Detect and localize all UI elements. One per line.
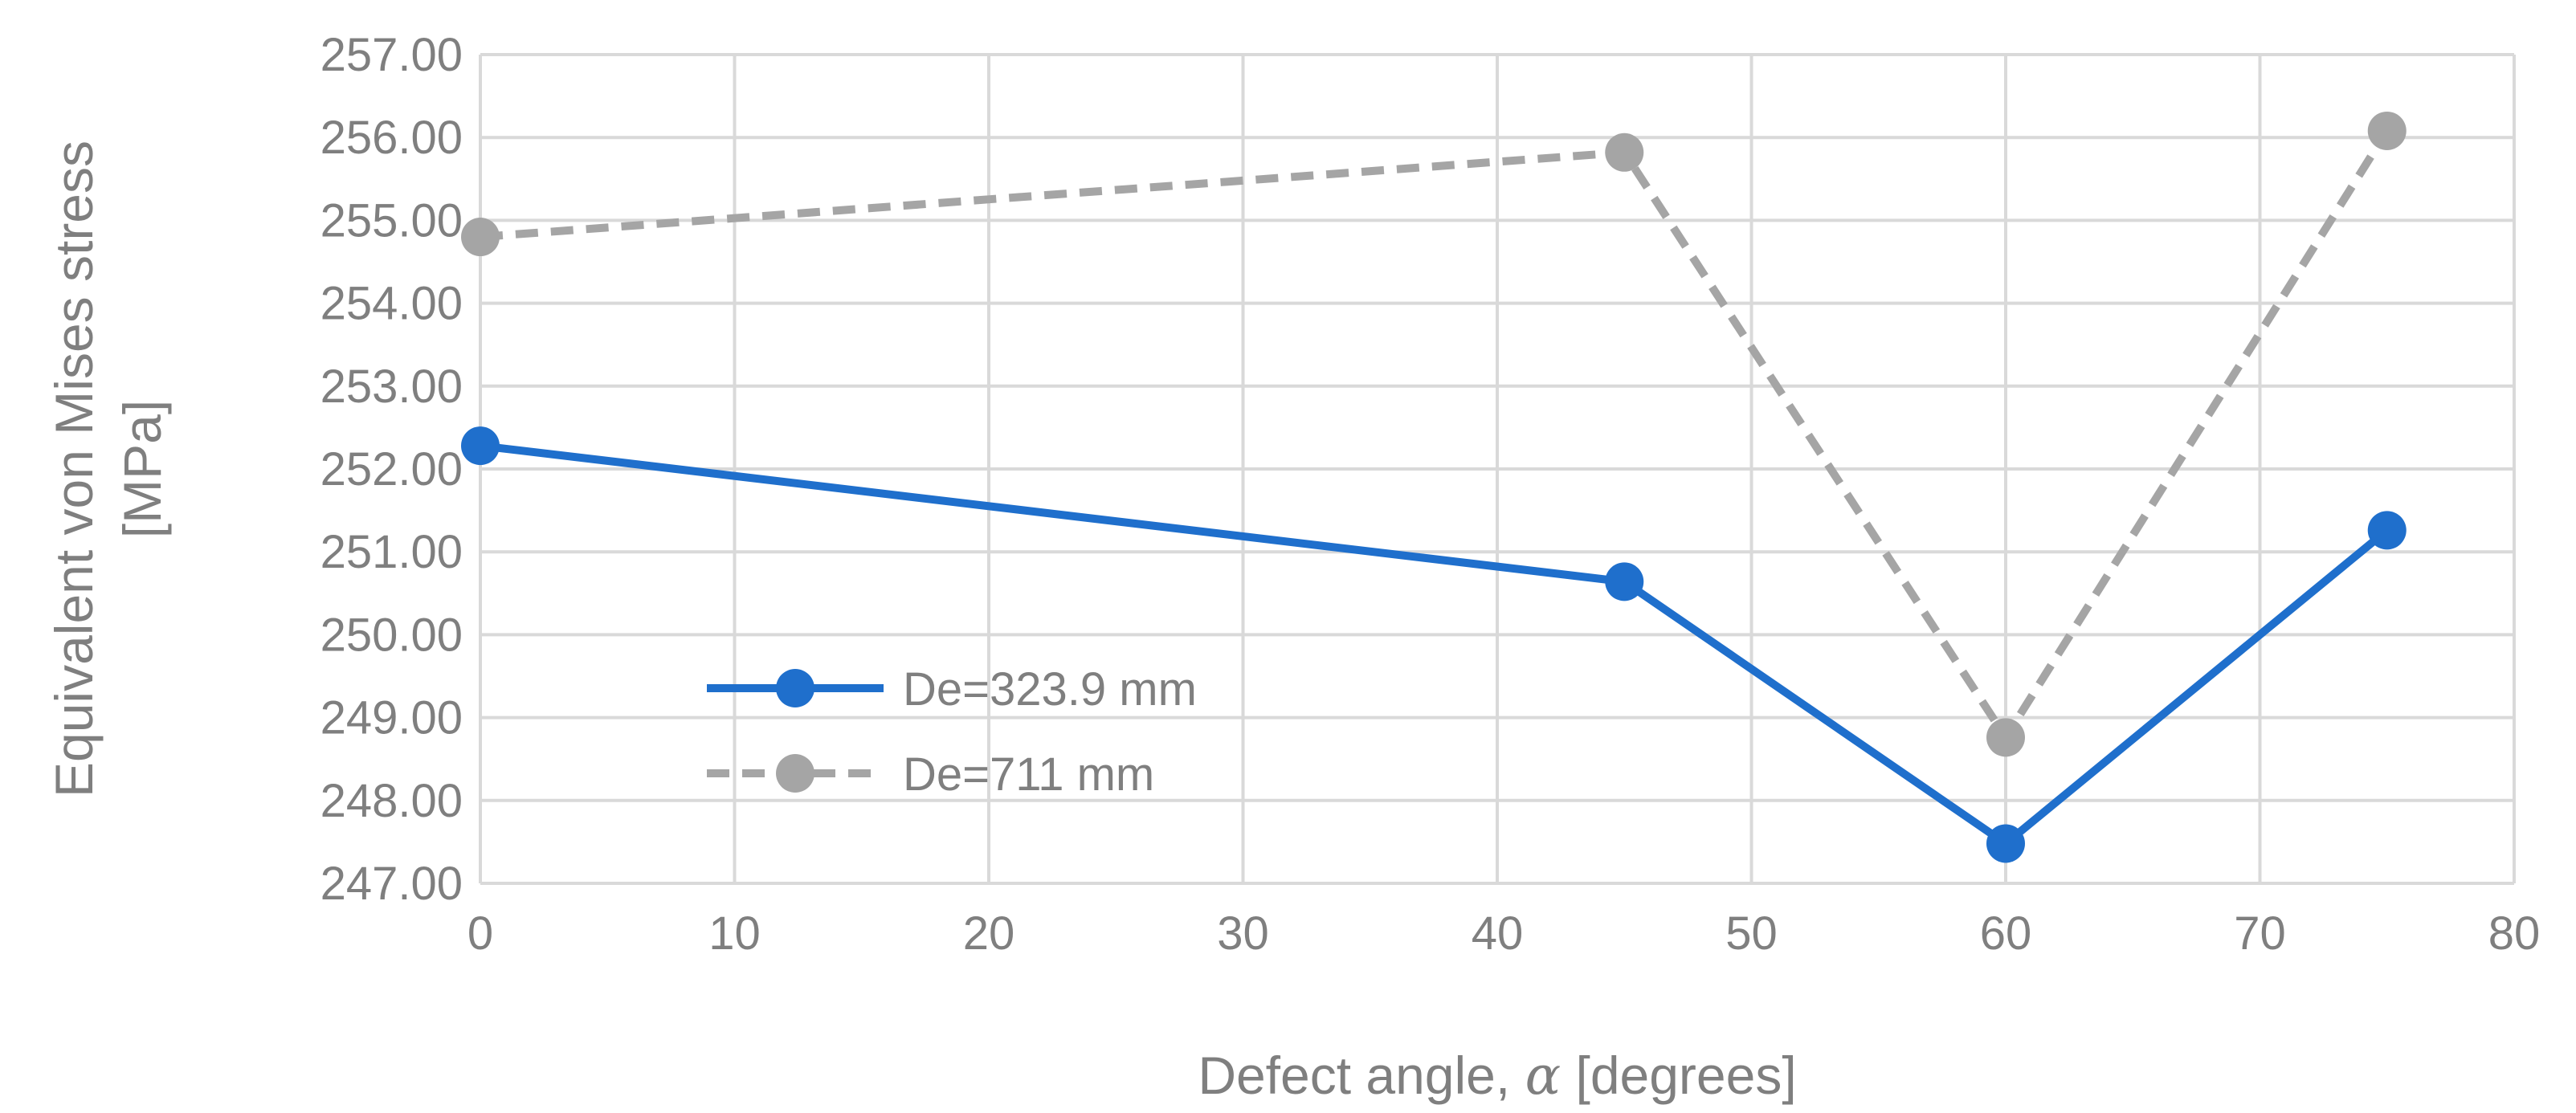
x-tick-label: 50 [1725,907,1778,960]
data-point-series-2 [1605,132,1644,172]
legend-marker-2 [776,754,814,793]
y-tick-label: 256.00 [320,112,463,164]
y-tick-label: 255.00 [320,194,463,247]
series-line-2 [480,128,2390,742]
grid [479,53,2516,885]
x-tick-label: 60 [1980,907,2032,960]
y-tick-label: 251.00 [320,526,463,578]
x-tick-label: 80 [2488,907,2541,960]
x-tick-label: 30 [1217,907,1269,960]
legend: De=323.9 mm De=711 mm [707,663,1197,801]
x-tick-label: 40 [1472,907,1524,960]
y-tick-label: 252.00 [320,443,463,495]
x-axis-title: Defect angle, α [degrees] [1198,1045,1796,1107]
y-axis-title-line-2: [MPa] [112,400,172,538]
data-point-series-1 [1605,562,1644,601]
y-axis-title-line-1: Equivalent von Mises stress [44,141,104,797]
x-tick-label: 0 [467,907,493,960]
y-tick-label: 247.00 [320,858,463,910]
legend-label-1: De=323.9 mm [903,663,1197,716]
y-tick-label: 257.00 [320,29,463,81]
y-tick-label: 248.00 [320,775,463,827]
data-point-series-2 [461,218,500,257]
data-point-series-2 [2367,111,2407,150]
y-tick-label: 249.00 [320,692,463,744]
data-point-series-1 [461,426,500,466]
data-point-series-2 [1986,718,2025,757]
legend-label-2: De=711 mm [903,748,1154,801]
legend-marker-1 [776,669,814,707]
x-tick-label: 70 [2234,907,2286,960]
y-tick-label: 254.00 [320,278,463,330]
y-tick-label: 253.00 [320,361,463,413]
axes: 247.00 248.00 249.00 250.00 251.00 252.00 253.… [320,29,2541,960]
series [461,111,2407,863]
x-tick-label: 20 [963,907,1015,960]
axis-titles: Defect angle, α [degrees] Equivalent von … [44,141,1797,1107]
data-point-series-1 [2367,511,2407,550]
x-tick-label: 10 [708,907,761,960]
y-tick-label: 250.00 [320,609,463,661]
data-point-series-1 [1986,824,2025,863]
series-line-1 [480,442,2390,848]
